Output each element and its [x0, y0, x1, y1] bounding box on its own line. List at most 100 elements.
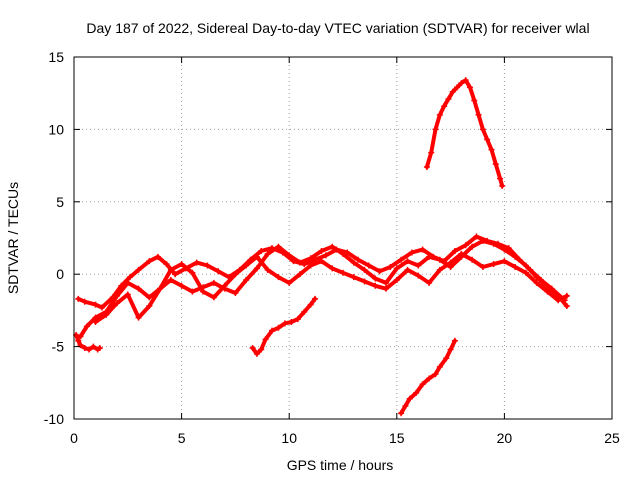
series-short-left [73, 332, 103, 353]
x-tick-label: 15 [389, 430, 405, 446]
data-point [426, 253, 433, 260]
data-point [432, 126, 439, 133]
data-point [253, 350, 260, 357]
data-point [124, 291, 131, 298]
data-point [329, 265, 336, 272]
data-point [449, 88, 456, 95]
gridlines [74, 57, 612, 419]
data-point [114, 292, 121, 299]
data-point [398, 256, 405, 263]
data-point [340, 269, 346, 276]
data-point [512, 263, 519, 270]
data-point [275, 243, 282, 250]
data-point [522, 262, 529, 269]
data-point [96, 345, 103, 352]
data-point [249, 345, 256, 352]
data-point [488, 146, 495, 153]
data-point [501, 246, 508, 253]
data-point [555, 297, 562, 304]
data-point [497, 175, 504, 182]
data-point [415, 272, 422, 279]
data-point [296, 259, 303, 266]
data-point [447, 259, 454, 266]
y-tick-label: 10 [48, 121, 64, 137]
data-point [296, 271, 303, 278]
data-point [275, 324, 282, 331]
data-point [512, 253, 519, 260]
data-point [264, 250, 271, 257]
data-point [466, 84, 473, 91]
data-point [462, 242, 469, 249]
data-point [189, 269, 196, 276]
data-point [312, 295, 319, 302]
data-point [445, 95, 452, 102]
data-point [393, 276, 400, 283]
data-point [301, 308, 308, 315]
data-point [178, 261, 185, 268]
data-point [281, 320, 288, 327]
y-tick-label: 15 [48, 49, 64, 65]
data-point [490, 261, 497, 268]
data-point [533, 279, 540, 286]
data-point [200, 288, 207, 295]
data-point [479, 263, 486, 270]
data-point [126, 274, 133, 281]
series-segment-8-11 [249, 295, 319, 357]
data-point [473, 233, 480, 240]
series-segment-15-17 [398, 337, 458, 417]
data-point [501, 258, 508, 265]
axis-ticks: 0 5 10 15 20 25 -10 -5 0 5 10 15 [44, 49, 620, 446]
x-tick-label: 25 [604, 430, 620, 446]
data-point [361, 278, 368, 285]
data-point [383, 279, 390, 286]
data-point [492, 161, 499, 168]
data-point [77, 342, 84, 349]
data-point [383, 285, 390, 292]
data-points [73, 77, 570, 417]
data-point [167, 266, 174, 273]
data-point [350, 274, 357, 281]
series-main-band-b [77, 237, 570, 340]
data-point [372, 275, 379, 282]
data-point [428, 149, 435, 156]
data-point [258, 248, 265, 255]
y-axis-title: SDTVAR / TECUs [5, 182, 21, 294]
data-point [340, 250, 346, 257]
y-tick-label: 0 [56, 266, 64, 282]
data-point [275, 274, 282, 281]
data-point [376, 268, 383, 275]
data-point [499, 182, 506, 189]
data-point [268, 327, 275, 334]
data-point [387, 263, 394, 270]
data-point [423, 164, 430, 171]
data-point [469, 243, 476, 250]
data-point [563, 303, 570, 310]
data-point [90, 343, 97, 350]
data-point [355, 256, 362, 263]
data-point [426, 375, 433, 382]
data-point [286, 252, 293, 259]
data-point [393, 265, 400, 272]
data-point [408, 249, 415, 256]
data-point [344, 249, 351, 256]
series-main-band-c [92, 250, 570, 325]
data-point [253, 265, 260, 272]
data-point [436, 256, 443, 263]
data-point [288, 318, 295, 325]
data-point [92, 301, 99, 308]
series-trace [250, 296, 317, 356]
data-point [404, 266, 411, 273]
data-point [419, 381, 426, 388]
data-point [232, 271, 239, 278]
data-point [318, 248, 325, 255]
series-trace [76, 234, 567, 310]
data-point [419, 246, 426, 253]
data-point [318, 258, 325, 265]
data-point [479, 237, 486, 244]
data-point [258, 346, 265, 353]
y-tick-label: 5 [56, 194, 64, 210]
data-point [451, 248, 458, 255]
data-point [92, 318, 99, 325]
data-point [402, 402, 409, 409]
data-point [189, 288, 196, 295]
